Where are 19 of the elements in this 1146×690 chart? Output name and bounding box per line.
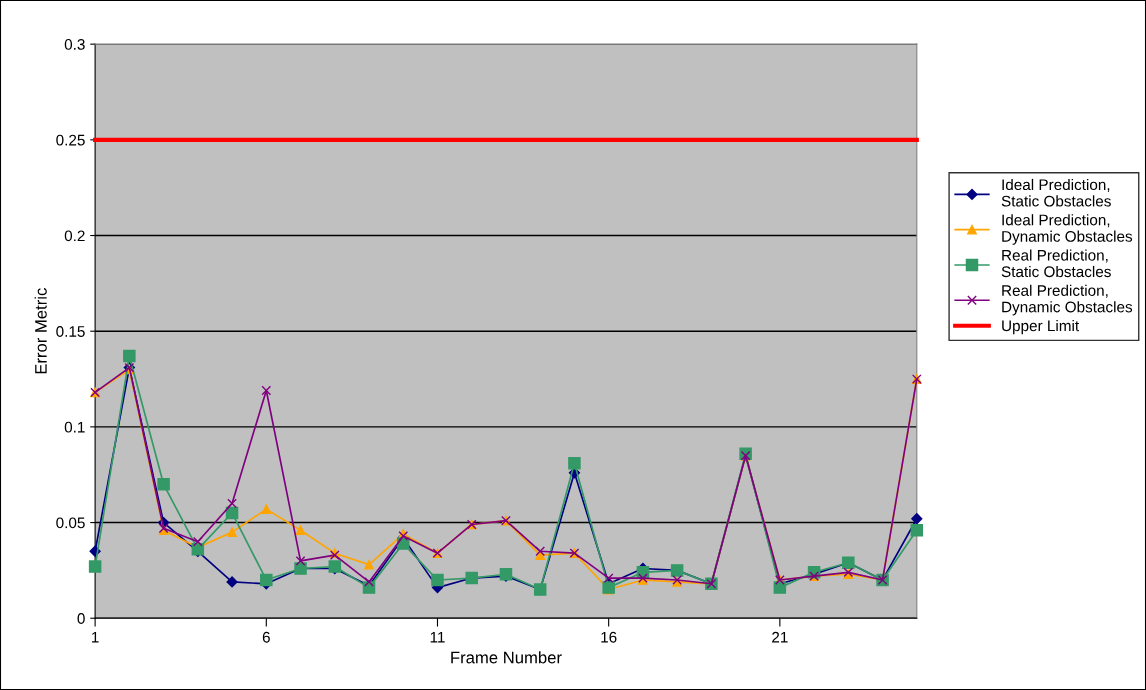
y-tick-label: 0.15	[56, 326, 85, 337]
y-axis-title: Error Metric	[34, 288, 47, 374]
y-tick-label: 0.05	[56, 517, 85, 529]
legend-label: Real Prediction, Dynamic Obstacles	[1002, 284, 1133, 316]
y-tick-label: 0.2	[64, 230, 85, 242]
y-tick-label: 0.3	[64, 39, 85, 50]
legend-label: Real Prediction, Static Obstacles	[1001, 249, 1111, 278]
x-tick-label: 16	[601, 631, 617, 643]
x-tick-label: 6	[262, 631, 270, 643]
legend-label: Ideal Prediction, Static Obstacles	[1001, 178, 1111, 207]
y-tick-label: 0	[77, 613, 85, 624]
x-tick-label: 21	[772, 631, 788, 643]
x-tick-label: 11	[430, 632, 445, 643]
y-tick-label: 0.25	[56, 134, 85, 146]
x-axis-title: Frame Number	[451, 651, 562, 664]
y-tick-label: 0.1	[64, 421, 85, 433]
legend-label: Upper Limit	[1002, 320, 1080, 335]
legend-label: Ideal Prediction, Dynamic Obstacles	[1002, 214, 1133, 245]
x-tick-label: 1	[92, 632, 99, 643]
